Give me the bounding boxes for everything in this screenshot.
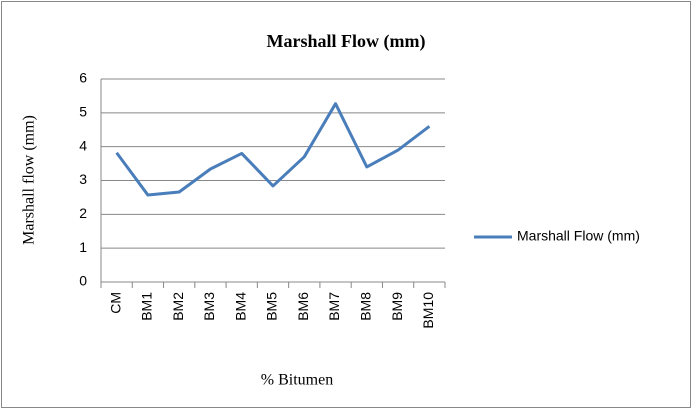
y-tick-label: 3 <box>79 171 87 187</box>
y-tick-label: 2 <box>79 205 87 221</box>
line-series <box>115 102 431 197</box>
x-tick-label: BM6 <box>295 292 311 321</box>
y-tick-label: 6 <box>79 70 87 86</box>
y-tick-label: 0 <box>79 273 87 289</box>
y-tick-label: 5 <box>79 104 87 120</box>
x-tick-label: BM3 <box>201 292 217 321</box>
y-tick-label: 1 <box>79 239 87 255</box>
legend-label: Marshall Flow (mm) <box>517 228 640 244</box>
x-tick-label: BM5 <box>264 292 280 321</box>
y-tick-label: 4 <box>79 137 87 153</box>
x-tick-label: BM4 <box>232 292 248 321</box>
x-tick-label: BM9 <box>389 292 405 321</box>
chart-title: Marshall Flow (mm) <box>267 31 426 52</box>
x-tick-label: BM7 <box>326 292 342 321</box>
x-axis-label: % Bitumen <box>261 372 333 389</box>
x-tick-label: BM2 <box>170 292 186 321</box>
x-tick-label: BM1 <box>139 292 155 321</box>
x-tick-label: CM <box>107 292 123 314</box>
x-tick-label: BM10 <box>420 292 436 329</box>
x-tick-label: BM8 <box>358 292 374 321</box>
y-axis-label: Marshall flow (mm) <box>21 115 38 245</box>
